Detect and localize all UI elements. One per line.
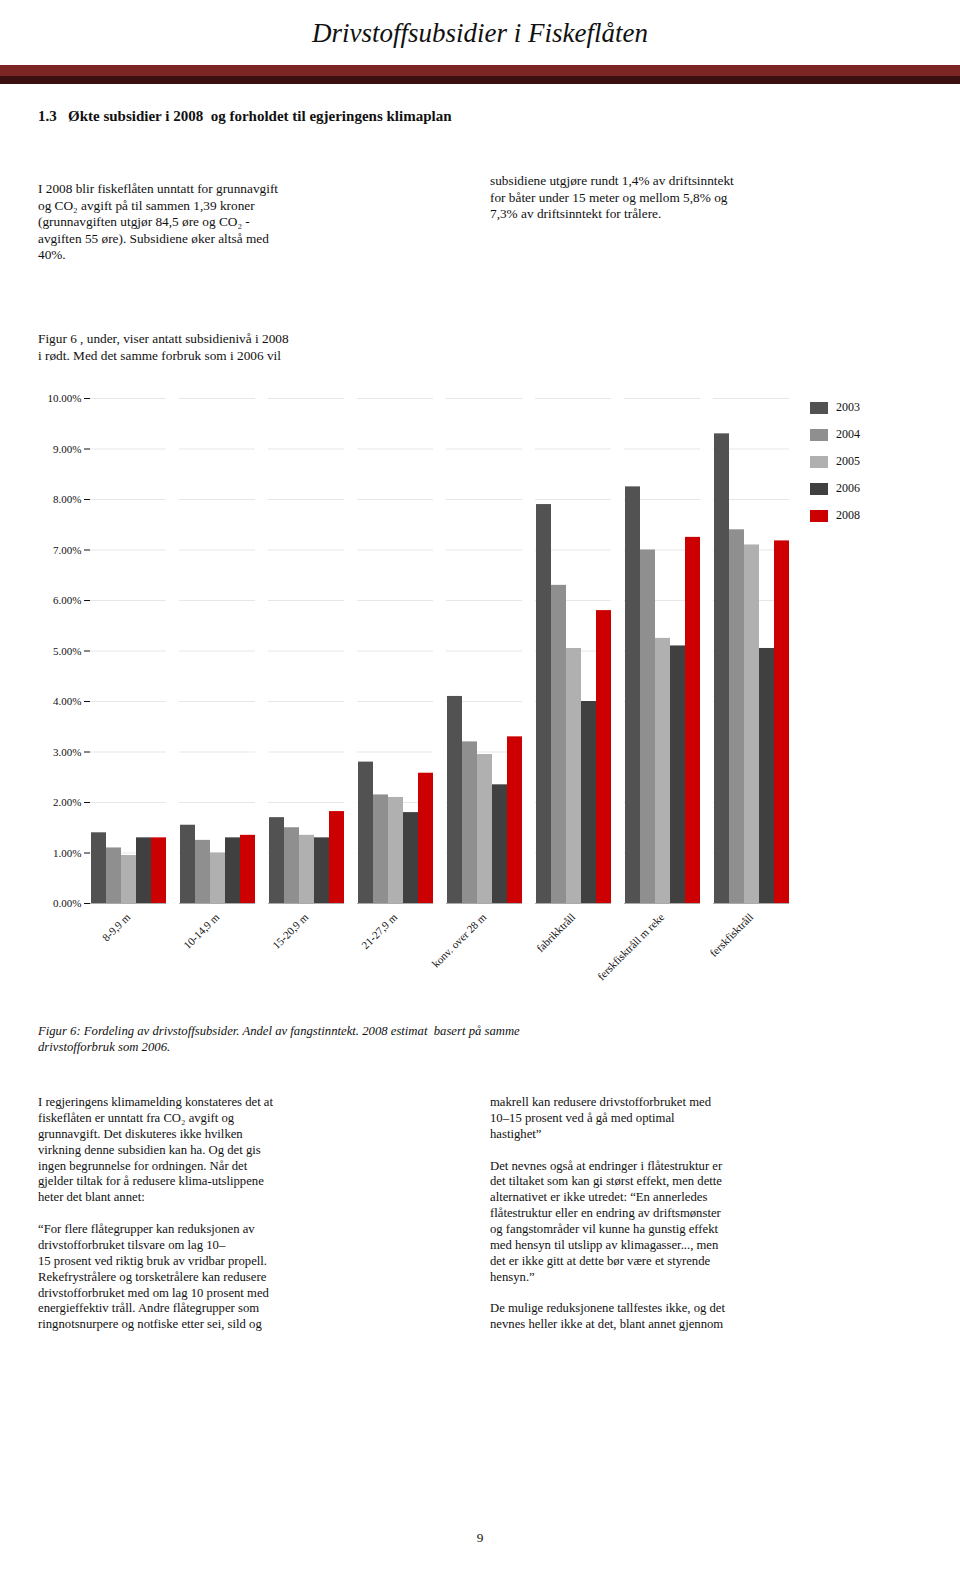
html-text:1.3 Økte subsidier i 2008 og f: 1.3 Økte subsidier i 2008 og forholdet t… bbox=[38, 108, 452, 124]
svg-text:0.00%: 0.00% bbox=[53, 897, 81, 909]
html-text:9: 9 bbox=[476, 1530, 484, 1545]
svg-text:21-27,9 m: 21-27,9 m bbox=[359, 910, 400, 951]
svg-text:konv. over 28 m: konv. over 28 m bbox=[429, 910, 488, 969]
svg-text:6.00%: 6.00% bbox=[53, 594, 81, 606]
svg-text:1.00%: 1.00% bbox=[53, 847, 81, 859]
html-text:subsidiene utgjøre rundt 1,4%: subsidiene utgjøre rundt 1,4% av driftsi… bbox=[490, 173, 734, 222]
svg-text:fabrikktråll: fabrikktråll bbox=[534, 911, 577, 954]
svg-text:5.00%: 5.00% bbox=[53, 645, 81, 657]
svg-text:ferskfisktråll: ferskfisktråll bbox=[707, 911, 755, 959]
html-text:Drivstoffsubsidier i Fiskeflåt: Drivstoffsubsidier i Fiskeflåten bbox=[312, 17, 648, 48]
html-text:2005: 2005 bbox=[836, 454, 860, 468]
svg-text:2.00%: 2.00% bbox=[53, 796, 81, 808]
svg-text:7.00%: 7.00% bbox=[53, 544, 81, 556]
svg-text:10.00%: 10.00% bbox=[48, 392, 82, 404]
svg-text:15-20,9 m: 15-20,9 m bbox=[270, 910, 311, 951]
svg-text:8-9,9 m: 8-9,9 m bbox=[100, 910, 133, 943]
html-text:2006: 2006 bbox=[836, 481, 860, 495]
html-text:Figur 6 , under, viser antatt: Figur 6 , under, viser antatt subsidieni… bbox=[38, 331, 289, 363]
html-text:I 2008 blir fiskeflåten unntat: I 2008 blir fiskeflåten unntatt for grun… bbox=[38, 181, 278, 263]
html-text:makrell kan redusere drivstoff: makrell kan redusere drivstofforbruket m… bbox=[490, 1095, 725, 1332]
svg-text:ferskfisktråll m reke: ferskfisktråll m reke bbox=[595, 911, 667, 983]
html-text:2004: 2004 bbox=[836, 427, 860, 441]
svg-text:8.00%: 8.00% bbox=[53, 493, 81, 505]
svg-text:4.00%: 4.00% bbox=[53, 695, 81, 707]
html-text:Figur 6: Fordeling av drivstof: Figur 6: Fordeling av drivstoffsubsider.… bbox=[38, 1024, 520, 1054]
svg-text:3.00%: 3.00% bbox=[53, 746, 81, 758]
svg-text:9.00%: 9.00% bbox=[53, 443, 81, 455]
html-text:2003: 2003 bbox=[836, 400, 860, 414]
svg-text:10-14,9 m: 10-14,9 m bbox=[181, 910, 222, 951]
html-text:2008: 2008 bbox=[836, 508, 860, 522]
html-text:I regjeringens klimamelding ko: I regjeringens klimamelding konstateres … bbox=[38, 1095, 273, 1332]
